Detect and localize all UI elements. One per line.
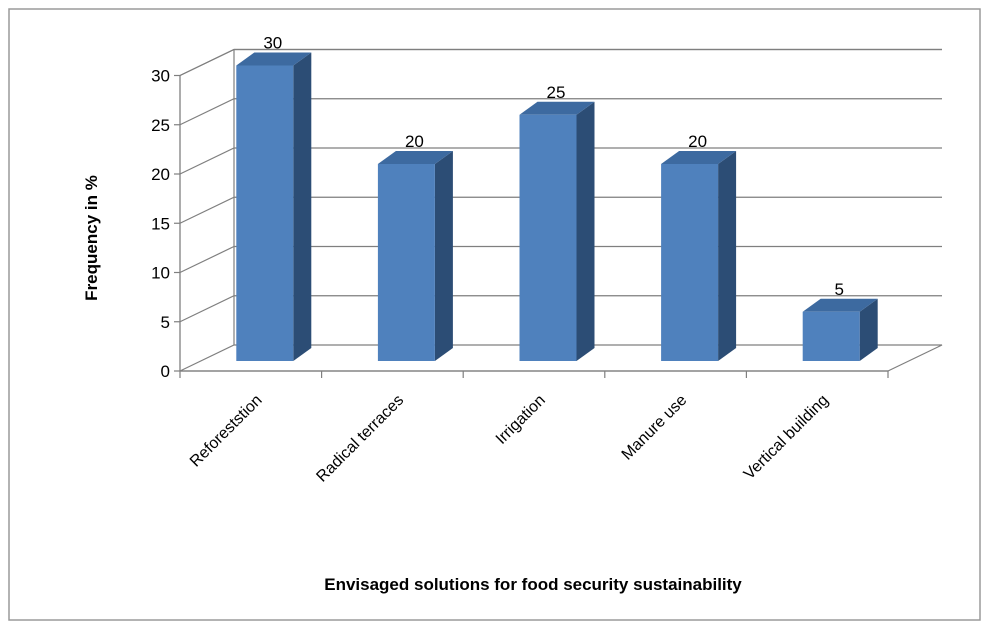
bar-front [661,164,719,361]
data-label: 20 [688,132,707,151]
y-axis-title: Frequency in % [82,175,101,301]
bar-front [802,311,860,361]
bar-front [236,65,294,361]
bar-side [576,101,595,361]
bar-side [718,151,737,361]
bar [661,151,737,361]
data-label: 5 [834,280,843,299]
y-tick-label: 25 [151,116,170,135]
y-tick-label: 15 [151,214,170,233]
data-label: 25 [547,83,566,102]
bar-top [377,151,453,164]
y-tick-label: 10 [151,264,170,283]
bars [236,52,878,361]
bar-front [519,114,577,361]
bar [236,52,312,361]
gridline [179,98,942,126]
bar [519,101,595,361]
data-labels: 30 20 25 20 5 [263,34,844,299]
data-label: 20 [405,132,424,151]
bar-side [293,52,312,361]
bar-front [377,164,435,361]
bar-top [661,151,737,164]
bar [802,298,878,361]
y-tick-label: 0 [161,362,170,381]
bar-side [434,151,453,361]
bar-side [859,298,878,361]
gridline [179,48,942,77]
y-tick-label: 30 [151,67,170,86]
bar-top [236,52,312,66]
y-tick-label: 5 [161,313,170,332]
data-label: 30 [263,34,282,53]
bar [377,151,453,361]
gridline [179,147,942,175]
y-axis-ticks: 0 5 10 15 20 25 30 [151,67,181,381]
y-tick-label: 20 [151,165,170,184]
bar-top [802,298,878,312]
x-axis-title: Envisaged solutions for food security su… [324,575,742,594]
bar-top [519,101,595,115]
